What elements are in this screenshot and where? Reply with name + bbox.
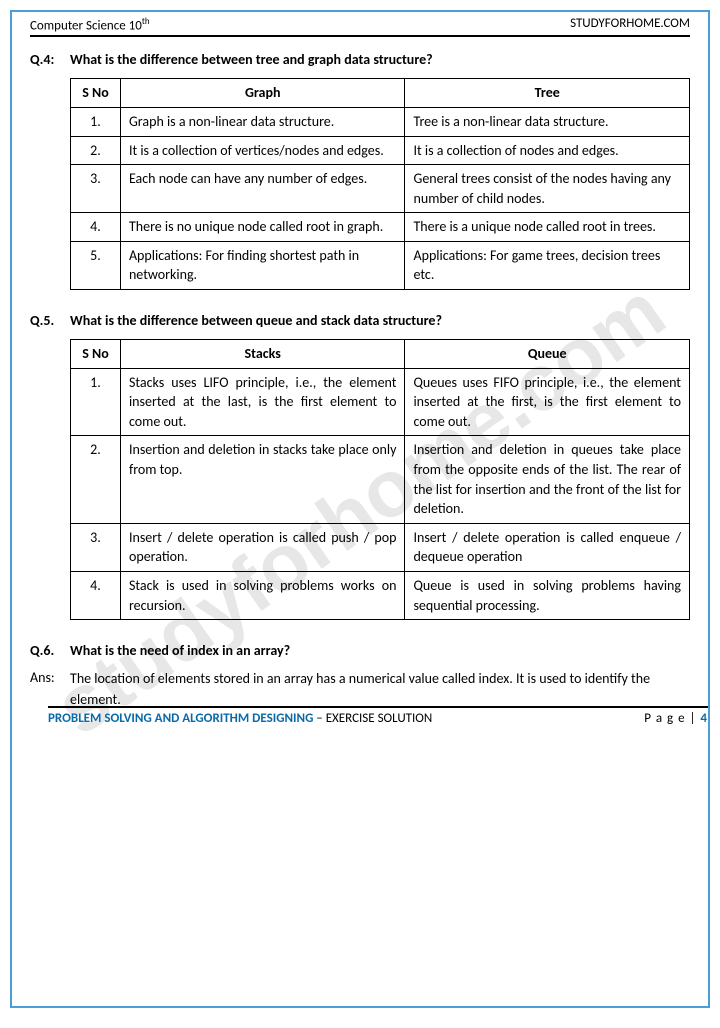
footer-subtitle: – EXERCISE SOLUTION (313, 711, 432, 726)
table-row: 5.Applications: For finding shortest pat… (71, 241, 690, 289)
q5-text: What is the difference between queue and… (70, 312, 442, 329)
header-left: Computer Science 10th (30, 16, 150, 33)
table-row: 4.Stack is used in solving problems work… (71, 572, 690, 620)
content-area: Q.4: What is the difference between tree… (30, 37, 690, 709)
footer-right: P a g e | 4 (644, 711, 708, 726)
header-right: STUDYFORHOME.COM (570, 16, 690, 33)
q6-answer: The location of elements stored in an ar… (70, 669, 690, 710)
q5-th-stacks: Stacks (120, 340, 405, 369)
footer-page-number: 4 (700, 711, 708, 726)
header-subject: Computer Science 10 (30, 18, 142, 33)
q5-th-queue: Queue (405, 340, 690, 369)
table-header-row: S No Graph Tree (71, 79, 690, 108)
table-row: 4.There is no unique node called root in… (71, 213, 690, 242)
footer-page-label: P a g e | (644, 711, 700, 726)
table-row: 1.Graph is a non-linear data structure.T… (71, 107, 690, 136)
q4-text: What is the difference between tree and … (70, 51, 433, 68)
footer-bar: PROBLEM SOLVING AND ALGORITHM DESIGNING … (48, 706, 708, 726)
footer-chapter-title: PROBLEM SOLVING AND ALGORITHM DESIGNING (48, 711, 313, 726)
q4-th-sno: S No (71, 79, 121, 108)
q6-label: Q.6. (30, 642, 70, 659)
header-bar: Computer Science 10th STUDYFORHOME.COM (30, 12, 690, 37)
question-6: Q.6. What is the need of index in an arr… (30, 642, 690, 710)
q6-text: What is the need of index in an array? (70, 642, 290, 659)
q4-table: S No Graph Tree 1.Graph is a non-linear … (70, 78, 690, 290)
q4-th-tree: Tree (405, 79, 690, 108)
q4-label: Q.4: (30, 51, 70, 68)
table-row: 3.Insert / delete operation is called pu… (71, 523, 690, 571)
table-header-row: S No Stacks Queue (71, 340, 690, 369)
question-5: Q.5. What is the difference between queu… (30, 312, 690, 620)
table-row: 1.Stacks uses LIFO principle, i.e., the … (71, 368, 690, 436)
q6-ans-label: Ans: (30, 669, 70, 710)
question-4: Q.4: What is the difference between tree… (30, 51, 690, 290)
table-row: 2.It is a collection of vertices/nodes a… (71, 136, 690, 165)
footer-left: PROBLEM SOLVING AND ALGORITHM DESIGNING … (48, 711, 432, 726)
q4-th-graph: Graph (120, 79, 405, 108)
page-frame: studyforhome.com Computer Science 10th S… (10, 10, 710, 1008)
table-row: 2.Insertion and deletion in stacks take … (71, 436, 690, 523)
q5-label: Q.5. (30, 312, 70, 329)
table-row: 3.Each node can have any number of edges… (71, 165, 690, 213)
q5-th-sno: S No (71, 340, 121, 369)
header-superscript: th (142, 16, 150, 27)
q5-table: S No Stacks Queue 1.Stacks uses LIFO pri… (70, 339, 690, 620)
